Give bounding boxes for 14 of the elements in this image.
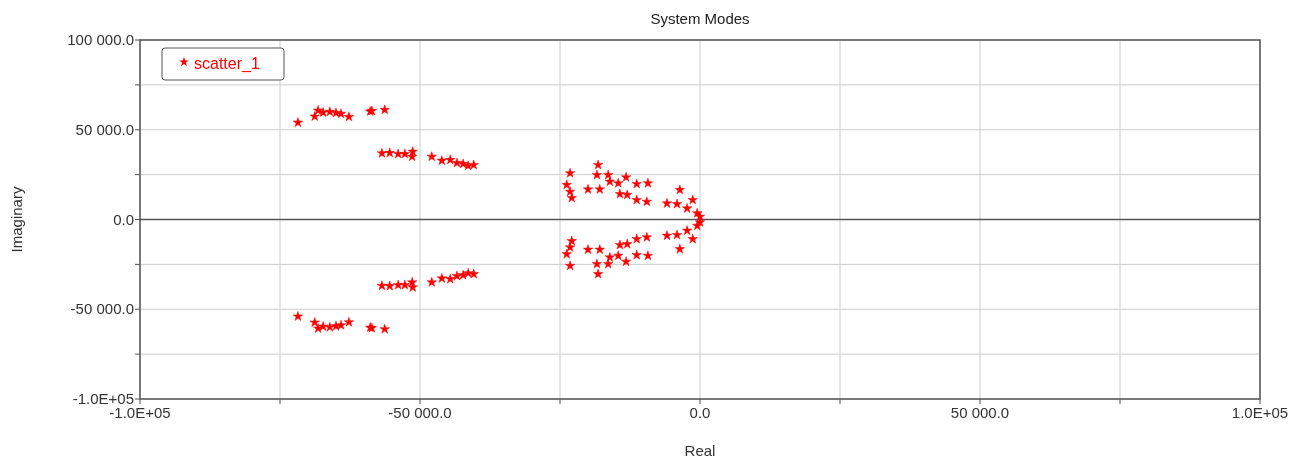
x-tick-label: 0.0 [689,404,711,421]
y-axis-title: Imaginary [8,186,25,253]
x-tick-label: -1.0E+05 [109,404,171,421]
y-tick-label: -1.0E+05 [72,390,134,407]
y-tick-label: 0.0 [113,210,134,228]
x-tick-label: 50 000.0 [950,404,1010,421]
x-tick-label: -50 000.0 [388,404,452,421]
chart-title: System Modes [650,10,750,27]
legend-label: scatter_1 [194,55,260,73]
x-tick-label: 1.0E+05 [1231,404,1289,421]
y-tick-label: -50 000.0 [70,300,134,318]
y-tick-label: 50 000.0 [75,120,134,138]
y-tick-label: 100 000.0 [67,31,134,48]
x-axis-title: Real [684,442,716,459]
